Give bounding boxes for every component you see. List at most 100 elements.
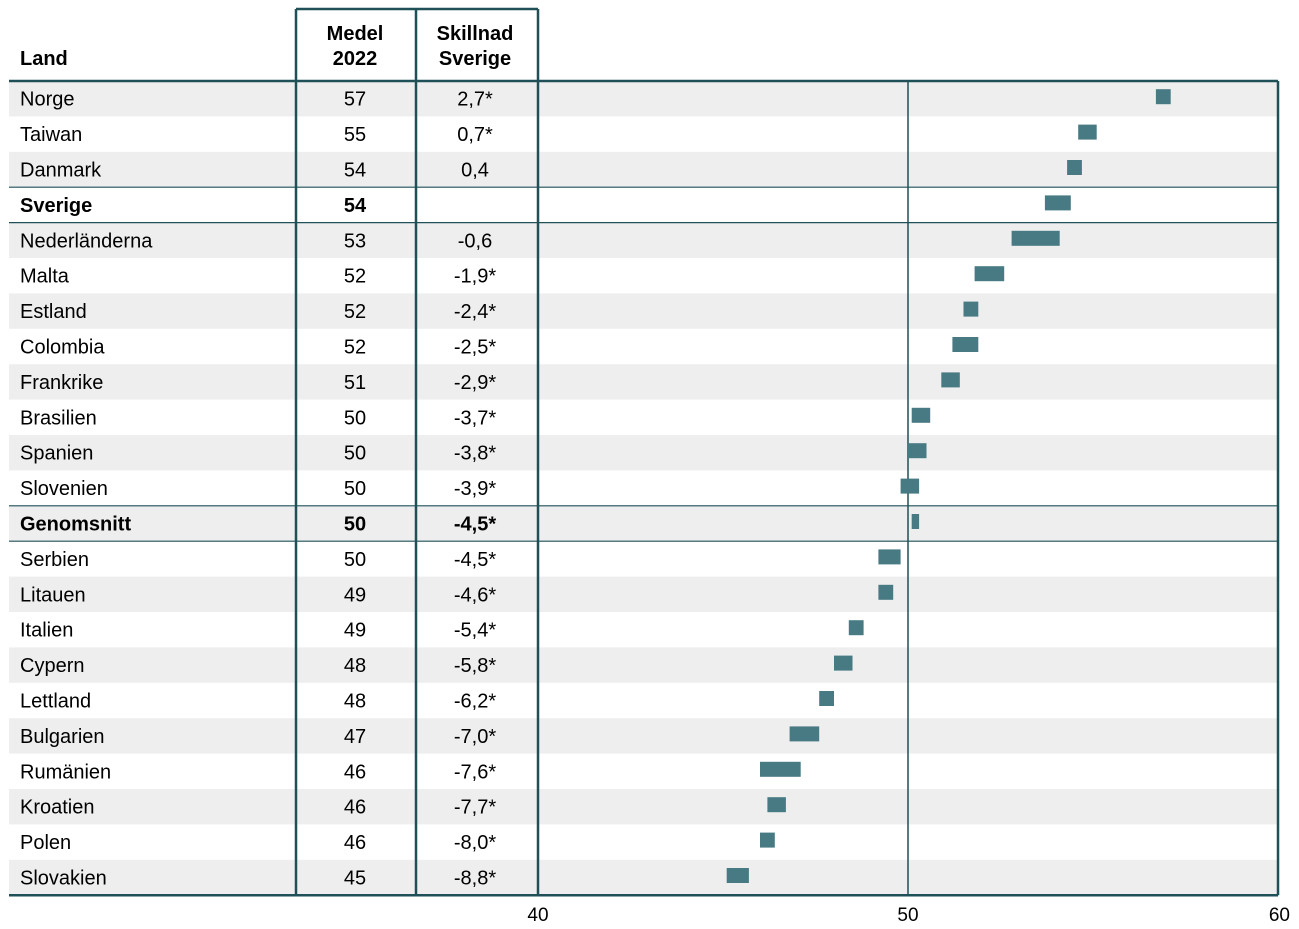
interval-bar: [760, 761, 801, 777]
interval-bar: [760, 832, 775, 848]
country-label: Frankrike: [20, 372, 103, 394]
row-band: [9, 81, 1278, 117]
mean-value: 53: [344, 230, 366, 252]
interval-bar: [952, 337, 979, 352]
country-label: Brasilien: [20, 407, 97, 429]
mean-value: 50: [344, 407, 366, 429]
x-tick-label: 60: [1269, 905, 1290, 926]
diff-value: -3,8*: [454, 443, 496, 465]
interval-bar: [878, 584, 894, 600]
interval-bar: [819, 691, 834, 706]
country-label: Rumänien: [20, 761, 111, 783]
mean-value: 46: [344, 797, 366, 819]
diff-value: -7,6*: [454, 761, 496, 783]
diff-value: -7,0*: [454, 726, 496, 748]
diff-value: 0,7*: [457, 124, 493, 146]
diff-value: -2,4*: [454, 301, 496, 323]
row-band: [9, 222, 1278, 258]
row-band: [9, 364, 1278, 400]
mean-value: 52: [344, 301, 366, 323]
interval-bar: [1067, 160, 1082, 175]
country-label: Bulgarien: [20, 726, 105, 748]
diff-value: 0,4: [461, 160, 489, 182]
mean-value: 50: [344, 443, 366, 465]
country-label: Polen: [20, 832, 71, 854]
country-label: Danmark: [20, 160, 102, 182]
diff-value: -8,0*: [454, 832, 496, 854]
diff-value: -1,9*: [454, 266, 496, 288]
mean-value: 50: [344, 478, 366, 500]
country-label: Estland: [20, 301, 87, 323]
row-band: [9, 151, 1278, 188]
mean-value: 45: [344, 868, 366, 890]
interval-bar: [767, 797, 786, 813]
diff-value: -6,2*: [454, 691, 496, 713]
header-land: Land: [20, 48, 68, 70]
table-rows: Norge 57 2,7* Taiwan 55 0,7* Danmark 54 0,4 Sveri…: [20, 89, 496, 890]
country-label: Genomsnitt: [20, 514, 131, 536]
mean-value: 50: [344, 514, 366, 536]
diff-value: 2,7*: [457, 89, 493, 111]
row-band: [9, 435, 1278, 471]
diff-value: -3,7*: [454, 407, 496, 429]
interval-bar: [911, 514, 920, 529]
mean-value: 54: [344, 160, 366, 182]
diff-value: -7,7*: [454, 797, 496, 819]
mean-value: 49: [344, 584, 366, 606]
x-tick-label: 50: [897, 905, 918, 926]
header-medel-line1: Medel: [327, 23, 384, 45]
diff-value: -4,5*: [454, 514, 496, 536]
country-label: Sverige: [20, 195, 92, 217]
mean-value: 48: [344, 655, 366, 677]
country-label: Colombia: [20, 337, 105, 359]
row-band: [9, 789, 1278, 825]
diff-value: -5,4*: [454, 620, 496, 642]
country-label: Nederländerna: [20, 230, 153, 252]
x-axis-ticks: 40 50 60: [527, 905, 1290, 926]
diff-value: -4,5*: [454, 549, 496, 571]
diff-value: -5,8*: [454, 655, 496, 677]
mean-value: 52: [344, 337, 366, 359]
interval-bar: [911, 407, 931, 423]
diff-value: -8,8*: [454, 868, 496, 890]
interval-bar: [941, 372, 960, 388]
interval-bar: [908, 443, 927, 459]
table-frame: [9, 7, 1280, 897]
diff-value: -4,6*: [454, 584, 496, 606]
row-band: [9, 718, 1278, 754]
interval-bar: [974, 266, 1005, 282]
country-label: Norge: [20, 89, 74, 111]
mean-value: 57: [344, 89, 366, 111]
interval-bar: [848, 620, 864, 636]
country-label: Taiwan: [20, 124, 82, 146]
country-label: Slovakien: [20, 868, 107, 890]
row-band: [9, 293, 1278, 329]
interval-bar: [1078, 124, 1097, 140]
diff-value: -2,5*: [454, 337, 496, 359]
country-label: Spanien: [20, 443, 93, 465]
mean-value: 46: [344, 761, 366, 783]
mean-value: 54: [344, 195, 367, 217]
interval-bar: [726, 868, 749, 883]
mean-value: 55: [344, 124, 366, 146]
row-band: [9, 576, 1278, 612]
country-label: Lettland: [20, 691, 91, 713]
country-label: Malta: [20, 266, 70, 288]
interval-bar: [834, 655, 853, 671]
header-medel-line2: 2022: [333, 48, 378, 70]
diff-value: -0,6: [458, 230, 492, 252]
country-label: Kroatien: [20, 797, 95, 819]
mean-value: 47: [344, 726, 366, 748]
row-band: [9, 859, 1278, 896]
mean-value: 52: [344, 266, 366, 288]
interval-bar: [900, 478, 920, 494]
country-label: Litauen: [20, 584, 86, 606]
country-label: Serbien: [20, 549, 89, 571]
header-skillnad-line1: Skillnad: [437, 23, 514, 45]
row-bands: [9, 81, 1278, 896]
interval-bar: [1044, 195, 1071, 211]
country-label: Slovenien: [20, 478, 108, 500]
header-skillnad-line2: Sverige: [439, 48, 511, 70]
interval-bars: [726, 89, 1171, 883]
